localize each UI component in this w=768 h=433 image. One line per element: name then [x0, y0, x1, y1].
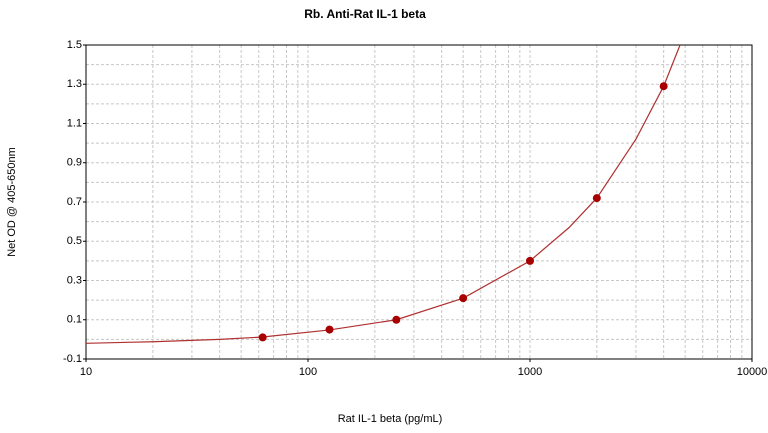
y-tick-label: -0.1 [63, 353, 82, 365]
data-point [258, 333, 267, 342]
y-tick-label: 0.9 [67, 157, 82, 169]
data-point [592, 194, 601, 203]
chart-title: Rb. Anti-Rat IL-1 beta [304, 7, 426, 21]
y-tick-label: 1.3 [67, 78, 82, 90]
y-tick-label: 0.1 [67, 314, 82, 326]
y-tick-label: 0.3 [67, 274, 82, 286]
y-tick-label: 0.5 [67, 235, 82, 247]
data-point [459, 294, 468, 303]
y-tick-label: 1.5 [67, 39, 82, 51]
y-tick-label: 1.1 [67, 117, 82, 129]
fit-curve [86, 45, 681, 344]
x-tick-label: 10 [80, 366, 92, 378]
plot-frame [85, 44, 753, 360]
y-axis-label: Net OD @ 405-650nm [6, 147, 18, 257]
data-point [325, 325, 334, 334]
x-axis-label: Rat IL-1 beta (pg/mL) [338, 413, 443, 425]
x-tick-label: 1000 [518, 366, 542, 378]
data-point [392, 315, 401, 324]
y-tick-label: 0.7 [67, 196, 82, 208]
data-point [526, 256, 534, 265]
x-tick-label: 100 [299, 366, 317, 378]
x-tick-label: 10000 [737, 366, 768, 378]
data-point [659, 82, 668, 91]
